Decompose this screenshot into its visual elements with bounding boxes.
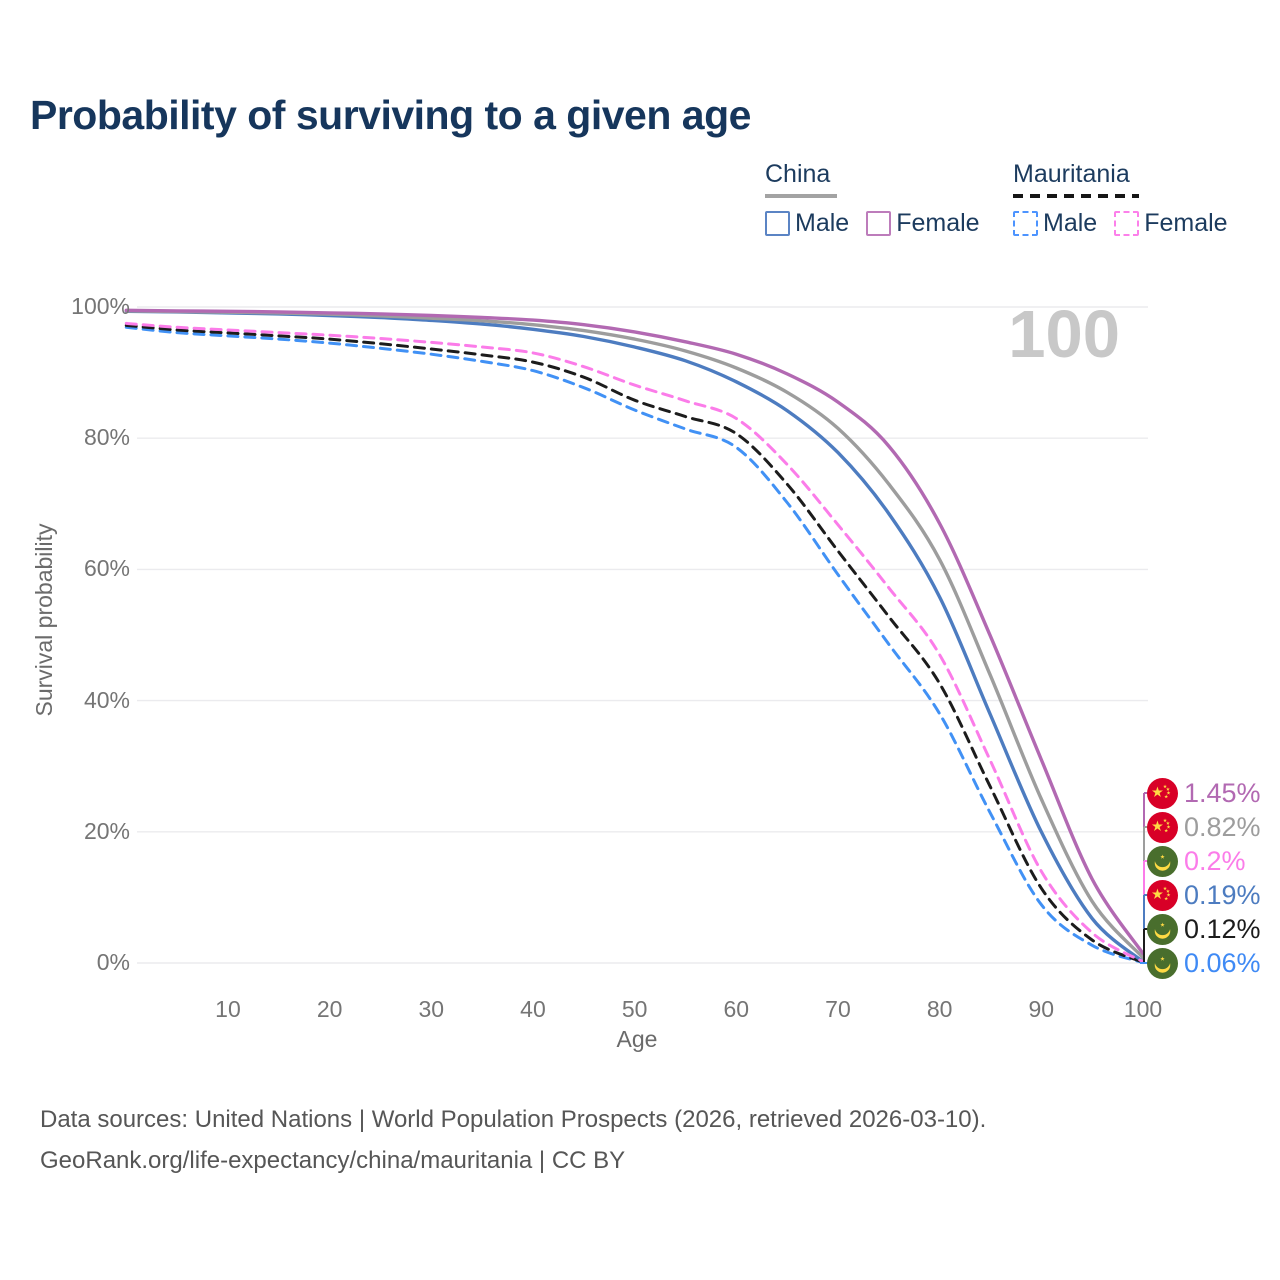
legend-items-row: Male Female bbox=[1013, 209, 1245, 238]
legend-item-mauritania-male[interactable]: Male bbox=[1013, 209, 1097, 238]
end-label-mauritania-both-sexes: 0.12% bbox=[1184, 914, 1261, 944]
legend-item-mauritania-female[interactable]: Female bbox=[1114, 209, 1228, 238]
legend-group-linestyle-solid bbox=[765, 194, 837, 198]
series-line-china-male bbox=[124, 309, 1145, 964]
legend-group-mauritania: Mauritania Male Female bbox=[1013, 160, 1245, 238]
legend-swatch-mauritania-male bbox=[1013, 211, 1038, 236]
series-line-mauritania-male bbox=[124, 325, 1145, 965]
y-tick-60: 60% bbox=[83, 555, 130, 582]
y-tick-0: 0% bbox=[96, 949, 130, 975]
legend-item-label: Female bbox=[1144, 209, 1228, 237]
legend-swatch-china-female bbox=[866, 211, 892, 236]
y-tick-20: 20% bbox=[83, 817, 130, 844]
legend-group-china: China Male Female bbox=[765, 160, 997, 238]
x-tick-10: 10 bbox=[215, 996, 241, 1022]
legend-swatch-mauritania-female bbox=[1114, 211, 1140, 236]
mauritania-flag-icon bbox=[1147, 846, 1178, 877]
x-tick-100: 100 bbox=[1123, 996, 1163, 1022]
series-line-china-female bbox=[124, 308, 1145, 956]
china-flag-icon bbox=[1147, 880, 1178, 911]
series-line-china-both-sexes bbox=[124, 309, 1145, 960]
series-line-mauritania-both-sexes bbox=[124, 323, 1145, 964]
legend-group-linestyle-dashed bbox=[1013, 194, 1139, 198]
mauritania-flag-icon bbox=[1147, 914, 1178, 945]
china-flag-icon bbox=[1147, 778, 1178, 809]
china-flag-icon bbox=[1147, 812, 1178, 843]
x-tick-40: 40 bbox=[520, 996, 546, 1022]
y-tick-40: 40% bbox=[83, 686, 130, 713]
mauritania-flag-icon bbox=[1147, 948, 1178, 979]
x-tick-20: 20 bbox=[316, 996, 343, 1022]
legend-item-label: Female bbox=[896, 209, 980, 237]
data-source-line: Data sources: United Nations | World Pop… bbox=[40, 1106, 987, 1133]
end-label-mauritania-male: 0.06% bbox=[1184, 948, 1261, 978]
y-tick-100: 100% bbox=[71, 293, 130, 319]
series-line-mauritania-female bbox=[124, 321, 1145, 964]
end-label-mauritania-female: 0.2% bbox=[1184, 846, 1246, 876]
legend-item-china-female[interactable]: Female bbox=[866, 209, 980, 238]
legend-item-china-male[interactable]: Male bbox=[765, 209, 849, 238]
legend-item-label: Male bbox=[1043, 209, 1098, 237]
legend-group-title: Mauritania bbox=[1013, 160, 1130, 188]
attribution-line: GeoRank.org/life-expectancy/china/maurit… bbox=[40, 1147, 626, 1174]
legend-swatch-china-male bbox=[765, 211, 790, 236]
end-label-china-female: 1.45% bbox=[1184, 778, 1261, 808]
legend-item-label: Male bbox=[795, 209, 850, 237]
x-tick-50: 50 bbox=[621, 996, 648, 1022]
legend-group-title: China bbox=[765, 160, 831, 188]
y-tick-80: 80% bbox=[83, 424, 130, 451]
end-label-china-both-sexes: 0.82% bbox=[1184, 812, 1261, 842]
page-title: Probability of surviving to a given age bbox=[30, 92, 751, 138]
x-tick-90: 90 bbox=[1028, 996, 1055, 1022]
x-tick-60: 60 bbox=[723, 996, 750, 1022]
x-axis-title: Age bbox=[616, 1026, 658, 1052]
end-label-china-male: 0.19% bbox=[1184, 880, 1261, 910]
legend-items-row: Male Female bbox=[765, 209, 997, 238]
x-tick-70: 70 bbox=[825, 996, 851, 1022]
age-watermark: 100 bbox=[1008, 297, 1120, 372]
x-tick-80: 80 bbox=[926, 996, 953, 1022]
x-tick-30: 30 bbox=[418, 996, 445, 1022]
